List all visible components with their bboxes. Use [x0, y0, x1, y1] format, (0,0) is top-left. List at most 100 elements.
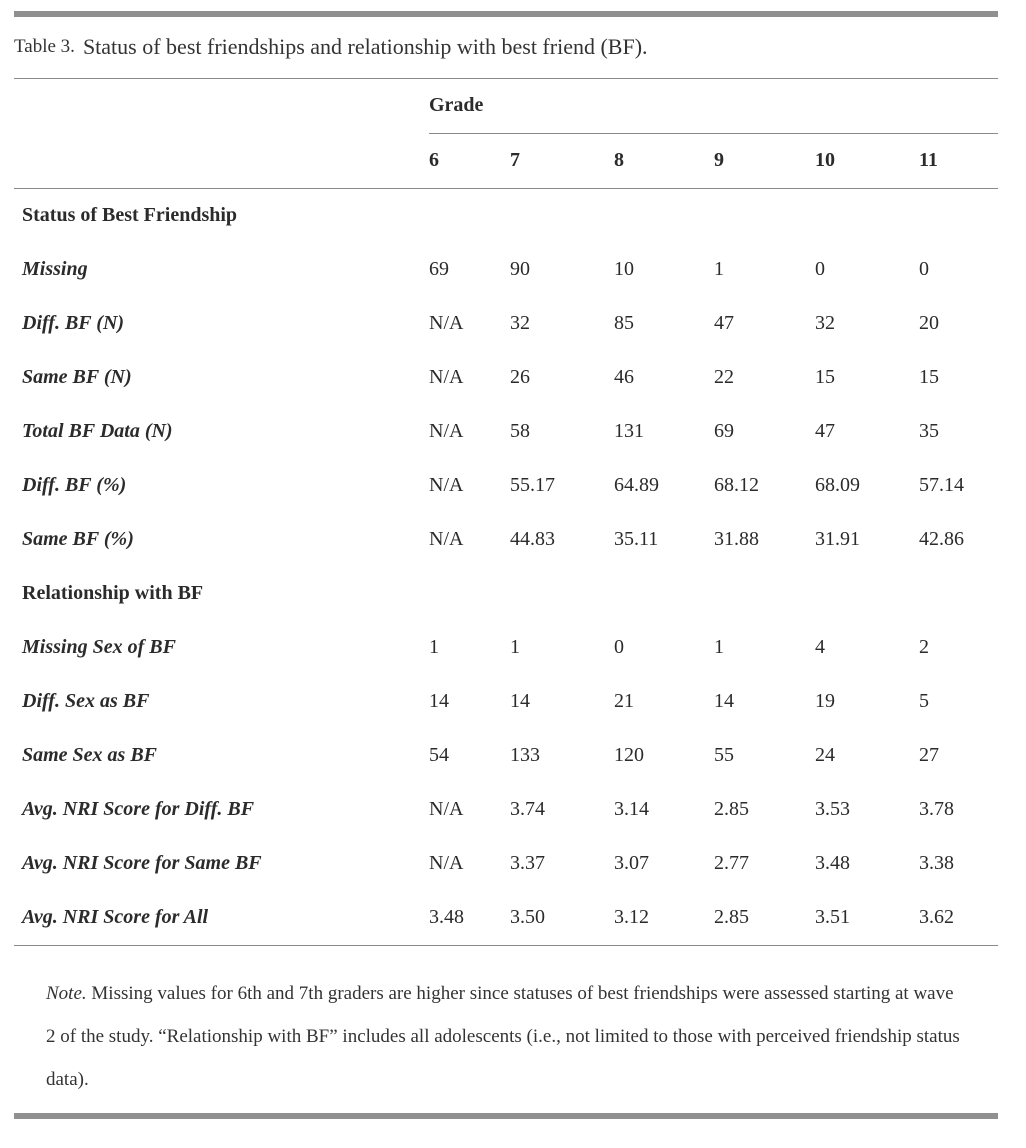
table-row: Diff. BF (%) N/A 55.17 64.89 68.12 68.09 57.14	[14, 459, 998, 513]
table-cell: 32	[815, 312, 835, 334]
table-cell: 22	[714, 366, 734, 388]
table-cell: 3.48	[815, 852, 850, 874]
row-label: Avg. NRI Score for Diff. BF	[22, 798, 255, 820]
table-cell: 35	[919, 420, 939, 442]
table-cell: 1	[714, 636, 724, 658]
table-cell: 2.77	[714, 852, 749, 874]
table-cell: 46	[614, 366, 634, 388]
table-cell: 44.83	[510, 528, 555, 550]
table-row: Avg. NRI Score for All 3.48 3.50 3.12 2.85 3.…	[14, 891, 998, 946]
grade-header-row: Grade	[14, 78, 999, 134]
row-label: Avg. NRI Score for Same BF	[22, 852, 262, 874]
table-row: Total BF Data (N) N/A 58 131 69 47 35	[14, 405, 998, 459]
table-cell: N/A	[429, 366, 464, 388]
table-cell: 69	[714, 420, 734, 442]
section-header-row: Relationship with BF	[14, 567, 998, 621]
table-cell: 14	[714, 690, 734, 712]
table-cell: 31.91	[815, 528, 860, 550]
column-header: 11	[919, 133, 999, 189]
note-label: Note.	[46, 982, 87, 1004]
table-cell: 26	[510, 366, 530, 388]
table-cell: 3.50	[510, 906, 545, 928]
table-cell: 3.38	[919, 852, 954, 874]
column-header: 7	[510, 133, 614, 189]
column-header-row: 6 7 8 9 10 11	[14, 133, 999, 189]
table-cell: 2	[919, 636, 929, 658]
table-cell: 57.14	[919, 474, 964, 496]
table-cell: 24	[815, 744, 835, 766]
row-label: Same BF (N)	[22, 366, 132, 388]
table-cell: 68.09	[815, 474, 860, 496]
column-header: 6	[429, 133, 510, 189]
table-cell: 2.85	[714, 798, 749, 820]
table-cell: 14	[510, 690, 530, 712]
table-cell: 15	[815, 366, 835, 388]
table-cell: 55.17	[510, 474, 555, 496]
table-cell: 1	[714, 258, 724, 280]
table-cell: N/A	[429, 528, 464, 550]
table-cell: 3.07	[614, 852, 649, 874]
row-label: Same BF (%)	[22, 528, 134, 550]
table-cell: 3.62	[919, 906, 954, 928]
column-header: 8	[614, 133, 714, 189]
table-row: Same BF (N) N/A 26 46 22 15 15	[14, 351, 998, 405]
table-cell: 35.11	[614, 528, 659, 550]
table-cell: 55	[714, 744, 734, 766]
row-label: Missing	[22, 258, 88, 280]
table-cell: 15	[919, 366, 939, 388]
table-cell: 58	[510, 420, 530, 442]
row-label: Total BF Data (N)	[22, 420, 173, 442]
table-cell: 3.74	[510, 798, 545, 820]
table-cell: 1	[429, 636, 439, 658]
table-row: Same BF (%) N/A 44.83 35.11 31.88 31.91 42.86	[14, 513, 998, 567]
table-cell: 4	[815, 636, 825, 658]
table-cell: 47	[714, 312, 734, 334]
section-header: Relationship with BF	[22, 582, 204, 604]
table-cell: 31.88	[714, 528, 759, 550]
section-header: Status of Best Friendship	[22, 204, 238, 226]
column-header: 9	[714, 133, 815, 189]
grade-group-header: Grade	[429, 78, 999, 134]
table-cell: 54	[429, 744, 449, 766]
table-row: Missing 69 90 10 1 0 0	[14, 243, 998, 297]
table-cell: 3.48	[429, 906, 464, 928]
table-cell: 42.86	[919, 528, 964, 550]
table-cell: 3.37	[510, 852, 545, 874]
row-label: Diff. BF (%)	[22, 474, 127, 496]
table-note: Note. Missing values for 6th and 7th gra…	[46, 972, 961, 1101]
note-text: Missing values for 6th and 7th graders a…	[46, 982, 960, 1090]
table-cell: N/A	[429, 420, 464, 442]
table-cell: 120	[614, 744, 644, 766]
section-header-row: Status of Best Friendship	[14, 188, 998, 243]
paper-page: Table 3. Status of best friendships and …	[14, 11, 999, 1119]
table-row: Diff. BF (N) N/A 32 85 47 32 20	[14, 297, 998, 351]
row-label: Missing Sex of BF	[22, 636, 176, 658]
table-cell: 3.14	[614, 798, 649, 820]
table-cell: 90	[510, 258, 530, 280]
table-row: Avg. NRI Score for Diff. BF N/A 3.74 3.14 2.…	[14, 783, 998, 837]
table-cell: 0	[614, 636, 624, 658]
column-header: 10	[815, 133, 919, 189]
table-cell: 133	[510, 744, 540, 766]
row-label: Diff. Sex as BF	[22, 690, 150, 712]
table-cell: 131	[614, 420, 644, 442]
table-cell: 3.78	[919, 798, 954, 820]
table-row: Same Sex as BF 54 133 120 55 24 27	[14, 729, 998, 783]
table-cell: 21	[614, 690, 634, 712]
data-table: Grade 6 7 8 9 10 11 Status of Best Friendship…	[14, 78, 999, 946]
table-row: Diff. Sex as BF 14 14 21 14 19 5	[14, 675, 998, 729]
empty-corner-cell	[14, 79, 429, 134]
table-cell: 0	[919, 258, 929, 280]
table-cell: 85	[614, 312, 634, 334]
table-cell: 10	[614, 258, 634, 280]
table-cell: 64.89	[614, 474, 659, 496]
table-cell: 3.53	[815, 798, 850, 820]
table-cell: 5	[919, 690, 929, 712]
table-row: Avg. NRI Score for Same BF N/A 3.37 3.07 2.7…	[14, 837, 998, 891]
top-rule	[14, 11, 998, 17]
table-title: Status of best friendships and relations…	[82, 34, 648, 60]
table-cell: N/A	[429, 312, 464, 334]
table-cell: 47	[815, 420, 835, 442]
table-cell: N/A	[429, 474, 464, 496]
row-label: Avg. NRI Score for All	[22, 906, 209, 928]
